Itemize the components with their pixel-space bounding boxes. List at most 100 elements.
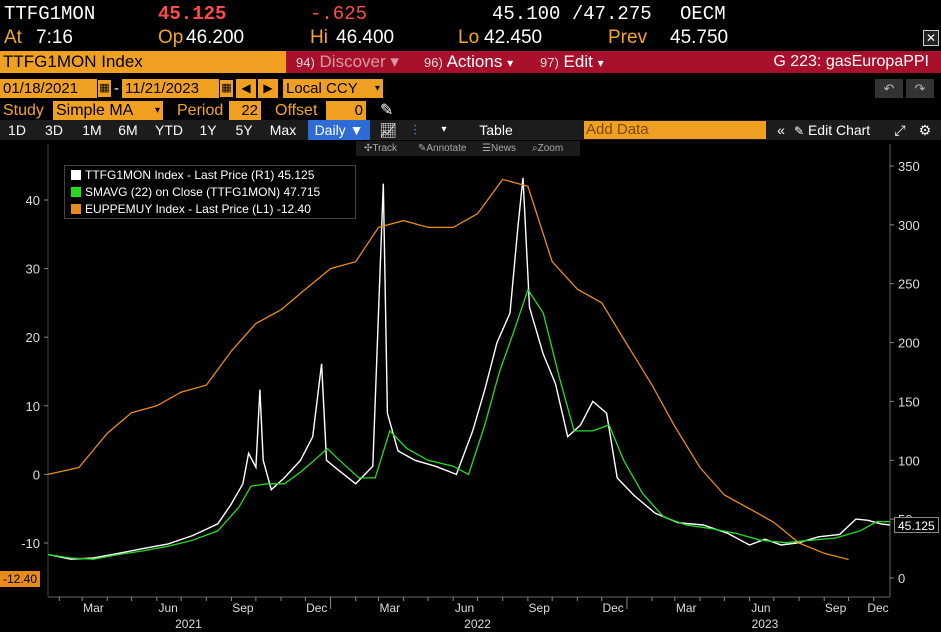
study-label: Study [3, 102, 44, 119]
chart-settings-icon[interactable]: ⤢ [894, 122, 906, 138]
sma-line [47, 288, 891, 560]
tab-ytd[interactable]: YTD [155, 122, 183, 138]
chart-toolstrip: ✣ Track ✎ Annotate ☰ News ⌕ Zoom [356, 141, 580, 156]
x-tick-label: Jun [158, 601, 177, 615]
price-line [47, 177, 891, 560]
x-tick-label: Sep [529, 601, 551, 615]
net-change: -.625 [310, 3, 368, 25]
legend-item: TTFG1MON Index - Last Price (R1) 45.125 [69, 167, 351, 184]
right-tick-label: 300 [898, 218, 920, 233]
command-bar: TTFG1MON Index 94) Discover ▾ 96) Action… [0, 51, 941, 73]
forward-arrow-icon[interactable]: ▶ [258, 79, 278, 98]
news-button[interactable]: ☰ News [482, 143, 516, 154]
high-label: Hi [310, 27, 328, 48]
time-value: 7:16 [36, 27, 73, 48]
table-button[interactable]: Table [479, 122, 513, 138]
period-label: Period [177, 102, 224, 119]
legend-swatch [71, 204, 81, 214]
left-tick-label: 20 [26, 330, 40, 345]
open-label: Op [158, 27, 184, 48]
x-tick-label: Mar [379, 601, 400, 615]
period-input[interactable]: 22 [229, 101, 261, 120]
euppemuy-line [47, 178, 849, 561]
x-tick-label: Dec [602, 601, 623, 615]
zoom-button[interactable]: ⌕ Zoom [532, 143, 564, 154]
annotate-button[interactable]: ✎ Annotate [418, 143, 467, 154]
chevron-down-icon[interactable]: ▾ [441, 124, 447, 135]
add-data-input[interactable]: Add Data [584, 121, 766, 139]
tab-6m[interactable]: 6M [118, 122, 138, 138]
track-button[interactable]: ✣ Track [364, 143, 398, 154]
x-tick-label: Dec [867, 601, 888, 615]
calendar-icon[interactable]: ▦ [220, 80, 233, 97]
x-tick-label: Jun [455, 601, 474, 615]
end-date-input[interactable]: 11/21/2023 [122, 79, 219, 98]
left-tick-label: -10 [21, 536, 40, 551]
tab-1d[interactable]: 1D [8, 122, 26, 138]
tab-3d[interactable]: 3D [45, 122, 63, 138]
currency-select[interactable]: Local CCY ▾ [283, 79, 383, 98]
left-tick-label: 10 [26, 399, 40, 414]
x-tick-label: Dec [306, 601, 327, 615]
candle-chart-icon[interactable]: ⫶ [413, 122, 417, 138]
gear-icon[interactable]: ⚙ [918, 122, 932, 138]
legend-item: SMAVG (22) on Close (TTFG1MON) 47.715 [69, 184, 351, 201]
prev-value: 45.750 [670, 27, 729, 48]
year-label: 2022 [464, 617, 491, 631]
start-date-input[interactable]: 01/18/2021 [0, 79, 97, 98]
bid-ask: 45.100 /47.275 [492, 3, 652, 25]
left-tick-label: 0 [33, 467, 40, 482]
legend-swatch [71, 187, 81, 197]
back-arrow-icon[interactable]: ◀ [236, 79, 256, 98]
open-value: 46.200 [186, 27, 245, 48]
ticker: TTFG1MON [4, 3, 96, 25]
exchange: OECM [680, 3, 726, 25]
close-icon[interactable]: ✕ [923, 30, 939, 46]
calendar-icon[interactable]: ▦ [98, 80, 111, 97]
right-tick-label: 100 [898, 453, 920, 468]
study-select[interactable]: Simple MA ▾ [53, 101, 163, 120]
collapse-icon[interactable]: « [777, 122, 785, 138]
edit-button[interactable]: 97) Edit ▾ [540, 52, 604, 71]
low-value: 42.450 [484, 27, 543, 48]
security-field[interactable]: TTFG1MON Index [0, 51, 286, 73]
line-chart-icon[interactable]: 📈︎ [379, 122, 397, 138]
right-tick-label: 250 [898, 277, 920, 292]
tab-1y[interactable]: 1Y [199, 122, 217, 138]
pen-icon[interactable]: ✎ [380, 102, 394, 119]
frequency-select[interactable]: Daily ▼ [308, 120, 370, 140]
left-tick-label: 40 [26, 193, 40, 208]
tab-5y[interactable]: 5Y [235, 122, 253, 138]
right-tick-label: 150 [898, 394, 920, 409]
tab-1m[interactable]: 1M [82, 122, 102, 138]
left-last-value: -12.40 [0, 571, 41, 588]
undo-icon[interactable]: ↶ [875, 79, 903, 98]
low-label: Lo [458, 27, 480, 48]
redo-icon[interactable]: ↷ [906, 79, 934, 98]
actions-button[interactable]: 96) Actions ▾ [424, 52, 514, 71]
edit-chart-button[interactable]: ✎ Edit Chart [794, 122, 871, 138]
x-tick-label: Jun [751, 601, 770, 615]
year-label: 2021 [175, 617, 202, 631]
discover-button[interactable]: 94) Discover ▾ [296, 52, 399, 71]
x-tick-label: Sep [825, 601, 847, 615]
left-tick-label: 30 [26, 262, 40, 277]
right-last-value: 45.125 [894, 516, 939, 533]
tab-max[interactable]: Max [269, 122, 297, 138]
x-tick-label: Mar [83, 601, 104, 615]
x-tick-label: Mar [676, 601, 697, 615]
year-label: 2023 [752, 617, 779, 631]
function-code: G 223: gasEuropaPPI [773, 53, 929, 70]
legend-item: EUPPEMUY Index - Last Price (L1) -12.40 [69, 201, 351, 218]
price-chart[interactable]: -10010203040050100150200250300350MarJunS… [0, 140, 941, 632]
prev-label: Prev [608, 27, 648, 48]
last-price: 45.125 [158, 3, 227, 25]
offset-input[interactable]: 0 [326, 101, 366, 120]
time-label: At [4, 27, 22, 48]
right-tick-label: 350 [898, 159, 920, 174]
legend-swatch [71, 170, 81, 180]
high-value: 46.400 [336, 27, 395, 48]
x-tick-label: Sep [232, 601, 254, 615]
right-tick-label: 0 [898, 571, 905, 586]
chart-legend: TTFG1MON Index - Last Price (R1) 45.125 … [64, 165, 356, 219]
